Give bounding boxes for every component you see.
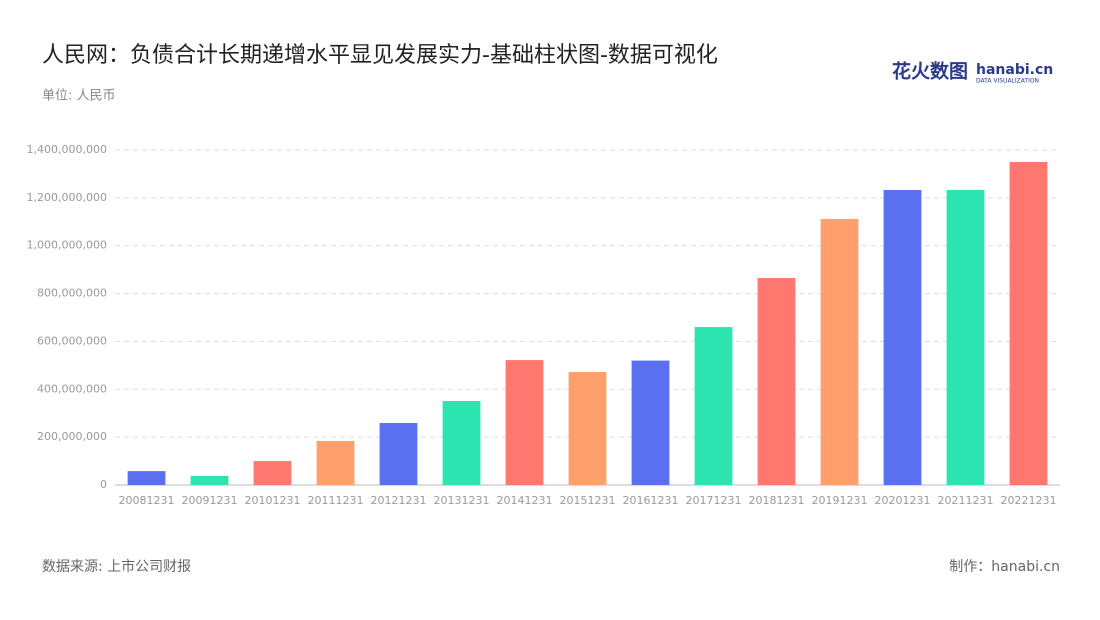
credit: 制作：hanabi.cn <box>949 559 1060 575</box>
x-tick-label: 20121231 <box>371 494 427 507</box>
bar <box>946 189 985 486</box>
bar <box>694 327 733 485</box>
x-tick-label: 20171231 <box>686 494 742 507</box>
bar <box>190 475 229 485</box>
x-tick-label: 20151231 <box>560 494 616 507</box>
bar <box>253 461 292 485</box>
x-tick-label: 20101231 <box>245 494 301 507</box>
bar <box>757 278 796 485</box>
y-tick-label: 600,000,000 <box>37 334 107 347</box>
y-tick-label: 200,000,000 <box>37 430 107 443</box>
x-tick-label: 20081231 <box>119 494 175 507</box>
x-tick-label: 20161231 <box>623 494 679 507</box>
y-tick-label: 1,200,000,000 <box>27 191 107 204</box>
bar <box>1009 161 1048 485</box>
bar <box>379 423 418 485</box>
logo-tagline: DATA VISUALIZATION <box>976 78 1039 85</box>
x-tick-label: 20111231 <box>308 494 364 507</box>
source: 数据来源: 上市公司财报 <box>42 558 191 575</box>
y-tick-label: 800,000,000 <box>37 287 107 300</box>
bar <box>883 189 922 486</box>
unit-label: 单位: 人民币 <box>42 89 116 104</box>
bar <box>316 440 355 485</box>
bar <box>505 360 544 485</box>
bar <box>127 471 166 485</box>
x-tick-label: 20221231 <box>1001 494 1057 507</box>
x-tick-label: 20181231 <box>749 494 805 507</box>
logo-site: hanabi.cn <box>976 62 1053 78</box>
y-tick-label: 400,000,000 <box>37 382 107 395</box>
y-tick-label: 1,400,000,000 <box>27 143 107 156</box>
bar <box>631 360 670 485</box>
x-tick-label: 20201231 <box>875 494 931 507</box>
x-tick-label: 20131231 <box>434 494 490 507</box>
y-tick-label: 0 <box>100 478 107 491</box>
x-tick-label: 20211231 <box>938 494 994 507</box>
x-tick-label: 20141231 <box>497 494 553 507</box>
y-tick-label: 1,000,000,000 <box>27 239 107 252</box>
chart-title: 人民网：负债合计长期递增水平显见发展实力-基础柱状图-数据可视化 <box>42 43 718 68</box>
bar <box>568 372 607 485</box>
bar <box>442 401 481 485</box>
x-tick-label: 20091231 <box>182 494 238 507</box>
logo-name: 花火数图 <box>892 60 968 83</box>
x-tick-label: 20191231 <box>812 494 868 507</box>
bar <box>820 218 859 485</box>
